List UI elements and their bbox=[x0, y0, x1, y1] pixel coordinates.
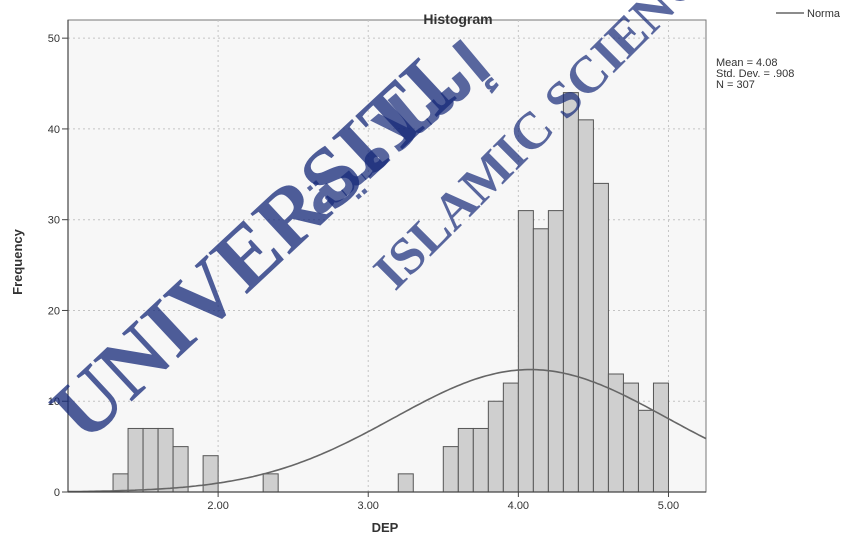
histogram-bar bbox=[502, 382, 519, 493]
histogram-bar bbox=[637, 409, 654, 493]
x-tick-label: 3.00 bbox=[358, 500, 379, 512]
y-tick-label: 20 bbox=[48, 305, 60, 317]
stat-n: N = 307 bbox=[716, 79, 755, 91]
histogram-bar bbox=[262, 473, 279, 493]
histogram-bar bbox=[532, 228, 549, 493]
histogram-bar bbox=[592, 182, 609, 493]
x-tick-label: 5.00 bbox=[658, 500, 679, 512]
normal-curve bbox=[68, 368, 707, 493]
histogram-bar bbox=[142, 427, 159, 493]
y-tick-label: 40 bbox=[48, 124, 60, 136]
histogram-bar bbox=[397, 473, 414, 493]
x-tick-label: 4.00 bbox=[508, 500, 529, 512]
histogram-bar bbox=[547, 210, 564, 493]
histogram-bar bbox=[127, 427, 144, 493]
x-tick-labels: 2.00 3.00 4.00 5.00 bbox=[207, 500, 679, 512]
histogram-bar bbox=[112, 473, 129, 493]
y-tick-label: 30 bbox=[48, 215, 60, 227]
axes bbox=[62, 20, 706, 497]
histogram-bar bbox=[487, 400, 504, 493]
chart-title: Histogram bbox=[423, 11, 492, 27]
y-tick-label: 0 bbox=[54, 487, 60, 499]
y-tick-labels: 0 10 20 30 40 50 bbox=[48, 33, 60, 499]
stat-std-dev: Std. Dev. = .908 bbox=[716, 68, 794, 80]
histogram-bar bbox=[457, 427, 474, 493]
histogram-bar bbox=[517, 210, 534, 493]
histogram-bar bbox=[172, 446, 189, 493]
y-tick-label: 10 bbox=[48, 396, 60, 408]
histogram-bar bbox=[157, 427, 174, 493]
histogram-bar bbox=[562, 92, 579, 493]
y-axis-label: Frequency bbox=[10, 228, 25, 295]
x-tick-label: 2.00 bbox=[207, 500, 228, 512]
x-axis-label: DEP bbox=[372, 520, 399, 535]
histogram-bar bbox=[652, 382, 669, 493]
legend-label: Norma bbox=[807, 8, 841, 20]
histogram-bars bbox=[112, 92, 669, 493]
y-tick-label: 50 bbox=[48, 33, 60, 45]
histogram-bar bbox=[472, 427, 489, 493]
stat-mean: Mean = 4.08 bbox=[716, 57, 777, 69]
histogram-bar bbox=[202, 455, 219, 493]
histogram-bar bbox=[442, 446, 459, 493]
histogram-bar bbox=[577, 119, 594, 493]
